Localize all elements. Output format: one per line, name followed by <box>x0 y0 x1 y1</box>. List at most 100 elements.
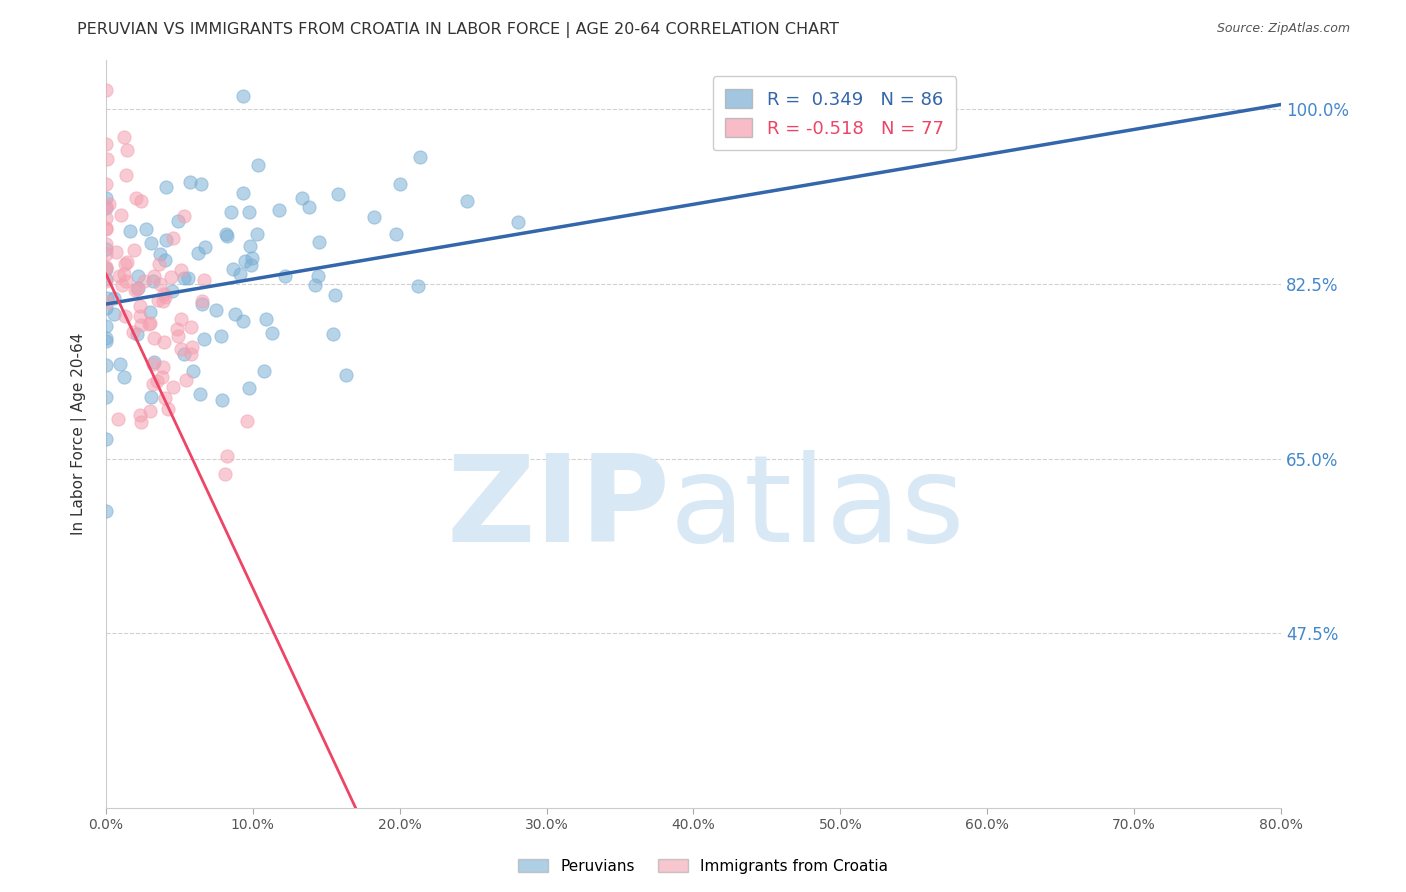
Point <box>194 240 217 254</box>
Point <box>167 329 190 343</box>
Point <box>125 282 148 296</box>
Point <box>127 269 149 284</box>
Point <box>94 334 117 349</box>
Point <box>94 236 117 251</box>
Point <box>325 288 347 302</box>
Point <box>112 268 135 282</box>
Point <box>224 308 246 322</box>
Text: Source: ZipAtlas.com: Source: ZipAtlas.com <box>1216 22 1350 36</box>
Point <box>173 271 195 285</box>
Text: PERUVIAN VS IMMIGRANTS FROM CROATIA IN LABOR FORCE | AGE 20-64 CORRELATION CHART: PERUVIAN VS IMMIGRANTS FROM CROATIA IN L… <box>77 22 839 38</box>
Point <box>115 255 138 269</box>
Point <box>152 287 174 301</box>
Point <box>94 222 117 236</box>
Point <box>322 326 344 341</box>
Point <box>155 233 177 247</box>
Point <box>110 208 132 222</box>
Point <box>96 291 118 305</box>
Point <box>127 281 149 295</box>
Point <box>94 271 117 285</box>
Point <box>94 301 117 315</box>
Point <box>94 260 117 275</box>
Point <box>115 143 138 157</box>
Point <box>152 369 174 384</box>
Point <box>219 205 242 219</box>
Point <box>291 191 314 205</box>
Point <box>142 377 165 392</box>
Point <box>155 391 177 405</box>
Point <box>149 277 172 291</box>
Point <box>181 364 204 378</box>
Point <box>173 347 195 361</box>
Point <box>363 210 385 224</box>
Point <box>111 278 134 293</box>
Point <box>146 374 169 388</box>
Point <box>141 274 163 288</box>
Point <box>191 293 214 308</box>
Point <box>174 373 197 387</box>
Point <box>149 247 172 261</box>
Point <box>409 150 432 164</box>
Point <box>94 262 117 277</box>
Point <box>239 258 262 272</box>
Point <box>180 346 202 360</box>
Point <box>254 312 277 326</box>
Point <box>335 368 357 382</box>
Point <box>94 221 117 235</box>
Point <box>94 432 117 446</box>
Point <box>94 191 117 205</box>
Point <box>138 317 160 331</box>
Point <box>139 236 162 251</box>
Point <box>166 322 188 336</box>
Point <box>122 325 145 339</box>
Point <box>155 180 177 194</box>
Point <box>328 187 350 202</box>
Point <box>238 205 260 219</box>
Point <box>142 354 165 368</box>
Point <box>298 200 321 214</box>
Point <box>170 263 193 277</box>
Point <box>112 130 135 145</box>
Point <box>506 215 529 229</box>
Point <box>167 214 190 228</box>
Point <box>215 227 238 241</box>
Point <box>142 269 165 284</box>
Point <box>97 196 120 211</box>
Point <box>128 310 150 324</box>
Point <box>132 275 155 289</box>
Point <box>114 309 136 323</box>
Point <box>94 199 117 213</box>
Point <box>170 342 193 356</box>
Point <box>162 380 184 394</box>
Point <box>94 177 117 191</box>
Point <box>180 320 202 334</box>
Point <box>96 152 118 166</box>
Point <box>262 326 284 341</box>
Point <box>94 136 117 151</box>
Point <box>152 293 174 308</box>
Point <box>103 291 125 305</box>
Point <box>162 230 184 244</box>
Point <box>456 194 478 209</box>
Point <box>148 257 170 271</box>
Point <box>236 414 259 428</box>
Point <box>159 270 181 285</box>
Point <box>209 329 232 343</box>
Point <box>94 82 117 96</box>
Point <box>240 251 263 265</box>
Point <box>232 314 254 328</box>
Point <box>179 175 201 189</box>
Point <box>94 504 117 518</box>
Point <box>385 227 408 242</box>
Point <box>103 307 125 321</box>
Point <box>125 191 148 205</box>
Point <box>135 222 157 236</box>
Point <box>232 186 254 200</box>
Legend: Peruvians, Immigrants from Croatia: Peruvians, Immigrants from Croatia <box>512 853 894 880</box>
Point <box>139 304 162 318</box>
Point <box>239 239 262 253</box>
Point <box>177 271 200 285</box>
Point <box>152 359 174 374</box>
Point <box>124 284 146 298</box>
Point <box>170 312 193 326</box>
